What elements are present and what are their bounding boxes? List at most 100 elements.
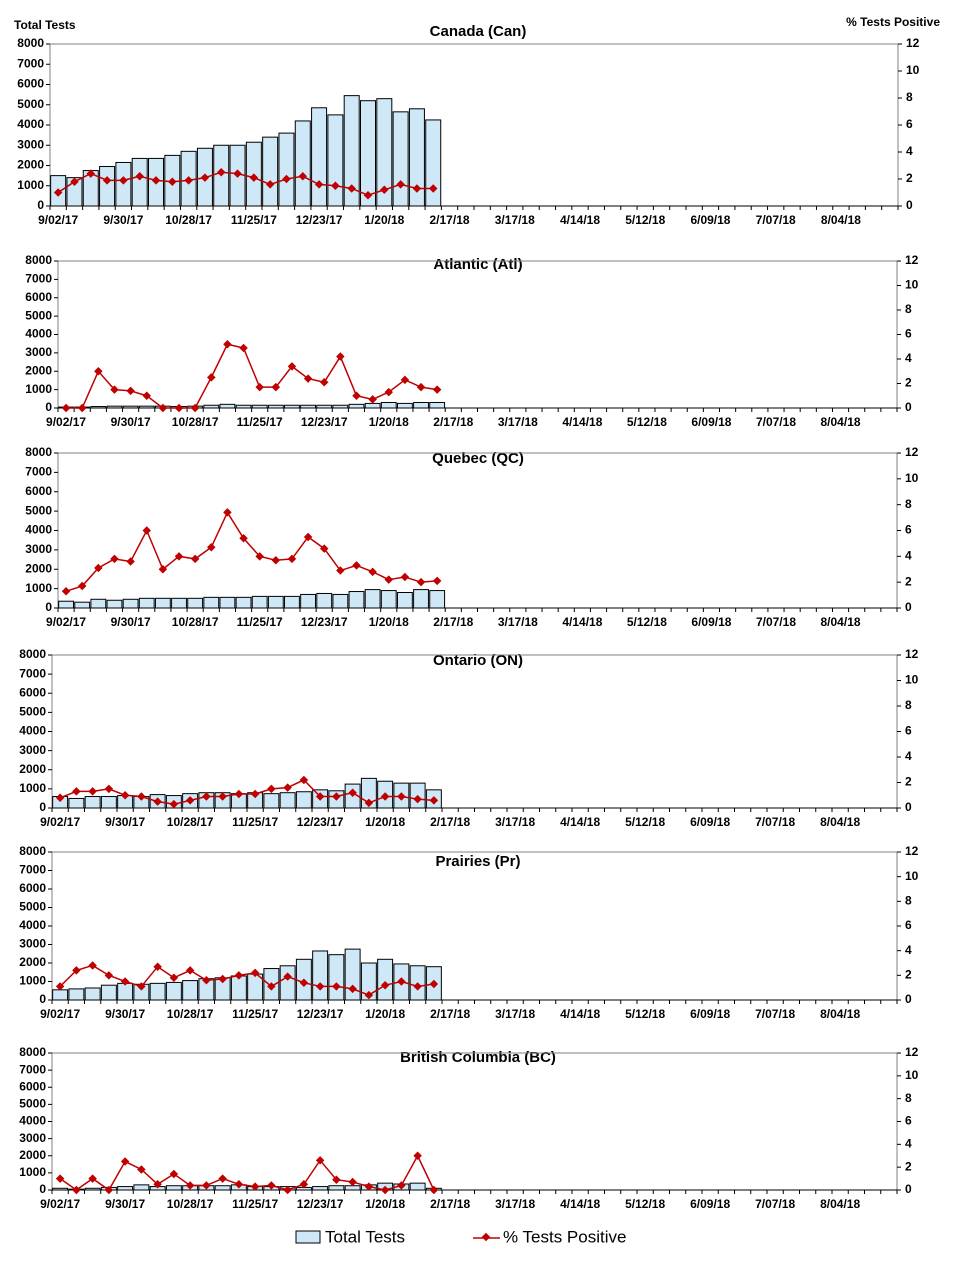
x-tick-label: 9/30/17 [105, 1007, 145, 1021]
x-tick-label: 3/17/18 [498, 615, 538, 629]
line-marker [104, 784, 114, 794]
bar [149, 982, 166, 1001]
y2-tick-label: 6 [905, 724, 912, 738]
y-tick-label: 1000 [17, 178, 44, 192]
legend-swatch-marker [481, 1232, 491, 1242]
y2-tick-label: 2 [905, 775, 912, 789]
bar [300, 593, 317, 609]
line-marker [94, 367, 103, 376]
line-marker [239, 343, 248, 353]
bar [332, 404, 349, 409]
line-marker [287, 362, 297, 371]
y2-tick-label: 0 [905, 1182, 912, 1196]
y2-tick-label: 6 [905, 523, 912, 537]
line-marker [380, 185, 389, 195]
line-marker [168, 177, 177, 186]
x-tick-label: 6/09/18 [690, 1197, 730, 1211]
y-tick-label: 1000 [25, 581, 52, 595]
x-tick-label: 1/20/18 [369, 415, 409, 429]
x-tick-label: 2/17/18 [430, 1007, 470, 1021]
chart-title: Canada (Can) [430, 23, 527, 40]
chart-title: Prairies (Pr) [435, 853, 520, 870]
line-marker [267, 784, 276, 794]
y2-tick-label: 10 [905, 471, 919, 485]
y-tick-label: 8000 [17, 36, 44, 50]
line-marker [348, 1177, 357, 1187]
line-marker [174, 403, 184, 413]
bar [425, 119, 442, 207]
line-marker [303, 374, 313, 383]
x-tick-label: 2/17/18 [433, 415, 473, 429]
line-marker [413, 982, 422, 991]
line-marker [413, 1151, 422, 1160]
bar [316, 404, 333, 409]
line-marker [364, 990, 374, 1000]
x-tick-label: 10/28/17 [167, 1007, 214, 1021]
y2-tick-label: 4 [905, 943, 912, 957]
bar [122, 405, 139, 409]
y-tick-label: 0 [39, 1182, 46, 1196]
line-marker [380, 1185, 390, 1195]
y2-axis-title: % Tests Positive [846, 15, 940, 29]
bar [235, 596, 252, 609]
x-tick-label: 9/02/17 [40, 1007, 80, 1021]
y-tick-label: 1000 [19, 781, 46, 795]
bar [203, 404, 220, 409]
x-tick-label: 12/23/17 [301, 615, 348, 629]
x-tick-label: 6/09/18 [690, 815, 730, 829]
y2-tick-label: 8 [906, 90, 913, 104]
y-tick-label: 7000 [19, 863, 46, 877]
x-tick-label: 6/09/18 [691, 415, 731, 429]
bar [90, 598, 107, 609]
y-tick-label: 3000 [19, 743, 46, 757]
y-tick-label: 2000 [25, 561, 52, 575]
x-tick-label: 9/02/17 [46, 415, 86, 429]
bar [100, 984, 117, 1001]
line-marker [104, 971, 114, 980]
x-tick-label: 3/17/18 [495, 1007, 535, 1021]
y-tick-label: 4000 [19, 918, 46, 932]
y-tick-label: 4000 [25, 327, 52, 341]
y-tick-label: 6000 [19, 685, 46, 699]
line-marker [400, 375, 410, 385]
line-marker [315, 1156, 325, 1165]
y2-tick-label: 4 [905, 1137, 912, 1151]
x-tick-label: 7/07/18 [755, 1007, 795, 1021]
line-marker [384, 575, 394, 584]
y2-tick-label: 12 [905, 253, 919, 267]
y2-tick-label: 8 [905, 894, 912, 908]
bar [58, 600, 74, 609]
x-tick-label: 9/02/17 [40, 815, 80, 829]
bar [251, 595, 268, 609]
line-marker [135, 172, 144, 181]
bar [377, 958, 394, 1001]
x-tick-label: 2/17/18 [430, 213, 470, 227]
line-marker [190, 403, 200, 413]
line-marker [110, 385, 119, 394]
line-marker [110, 554, 119, 564]
bar [413, 401, 429, 409]
y-tick-label: 5000 [25, 308, 52, 322]
line-series [65, 510, 438, 592]
x-tick-label: 4/14/18 [562, 615, 602, 629]
y-tick-label: 3000 [25, 542, 52, 556]
chart-title: British Columbia (BC) [400, 1049, 556, 1066]
y2-tick-label: 8 [905, 302, 912, 316]
bar [214, 1185, 231, 1191]
line-marker [53, 188, 63, 197]
x-tick-label: 7/07/18 [756, 213, 796, 227]
y-tick-label: 1000 [19, 974, 46, 988]
x-tick-label: 7/07/18 [755, 1197, 795, 1211]
x-tick-label: 10/28/17 [172, 615, 219, 629]
bar [52, 989, 69, 1001]
y-tick-label: 2000 [17, 158, 44, 172]
y-tick-label: 8000 [25, 253, 52, 267]
line-marker [271, 382, 281, 392]
y-tick-label: 1000 [19, 1165, 46, 1179]
line-marker [86, 169, 96, 178]
bar [312, 1186, 329, 1191]
line-marker [428, 184, 438, 193]
bar [284, 404, 300, 409]
x-tick-label: 1/20/18 [365, 1007, 405, 1021]
bar [396, 402, 413, 409]
